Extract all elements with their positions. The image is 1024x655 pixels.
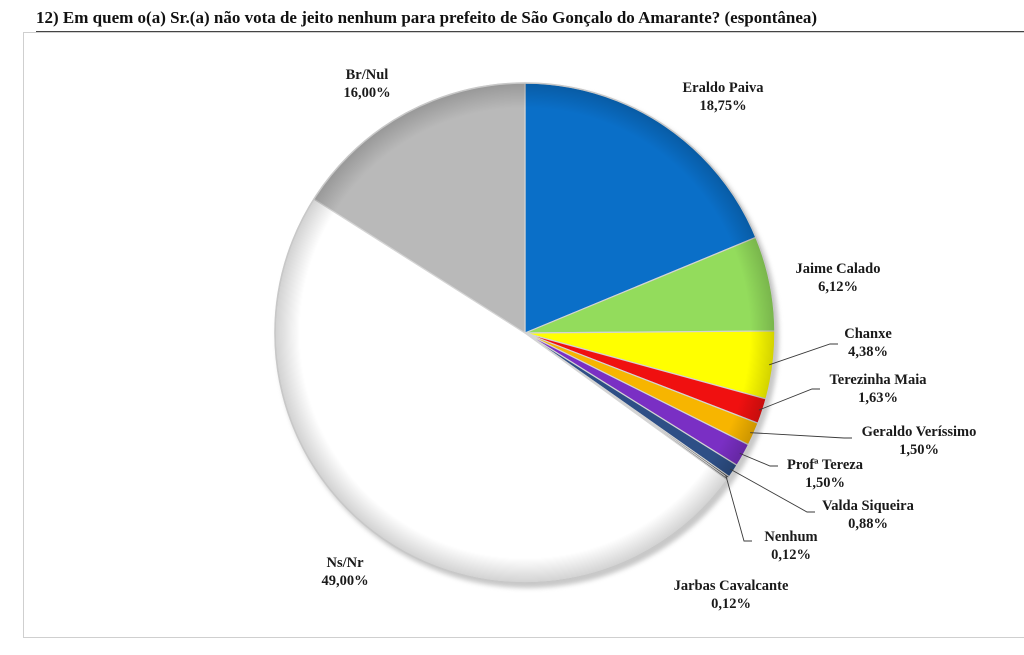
slice-name-label: Jaime Calado [796,261,881,277]
slice-name-label: Ns/Nr [326,555,364,571]
slice-name-label: Profª Tereza [787,457,864,473]
slice-name-label: Chanxe [844,326,892,342]
slice-name-label: Br/Nul [346,67,389,83]
slice-labels: Eraldo Paiva 18,75% Jaime Calado 6,12% Chanx… [321,67,976,612]
slice-value-label: 16,00% [343,85,390,101]
pie-rim-shading [274,82,776,584]
slice-name-label: Eraldo Paiva [683,80,765,96]
leader-line-chanxe [769,343,838,366]
leader-line-prof-tereza [739,452,778,467]
slice-name-label: Valda Siqueira [822,498,914,514]
leader-line-geraldo-ver-ssimo [750,432,852,439]
slice-value-label: 4,38% [848,344,888,360]
leader-lines [725,343,852,542]
leader-line-terezinha-maia [758,388,820,411]
slice-value-label: 1,50% [805,475,845,491]
slice-value-label: 0,12% [711,596,751,612]
chart-title: 12) Em quem o(a) Sr.(a) não vota de jeit… [36,8,818,27]
leader-line-valda-siqueira [730,468,815,513]
slice-name-label: Geraldo Veríssimo [862,424,977,440]
title-underline [36,31,1024,32]
slice-value-label: 0,88% [848,516,888,532]
slice-value-label: 1,50% [899,442,939,458]
slice-name-label: Terezinha Maia [829,372,927,388]
slice-value-label: 49,00% [321,573,368,589]
slice-value-label: 0,12% [771,547,811,563]
chart-frame [23,32,1024,638]
pie-slices [274,82,776,584]
slice-name-label: Nenhum [764,529,817,545]
leader-line-nenhum [725,475,752,542]
slice-value-label: 18,75% [699,98,746,114]
slice-name-label: Jarbas Cavalcante [674,578,789,594]
slice-value-label: 6,12% [818,279,858,295]
slice-value-label: 1,63% [858,390,898,406]
